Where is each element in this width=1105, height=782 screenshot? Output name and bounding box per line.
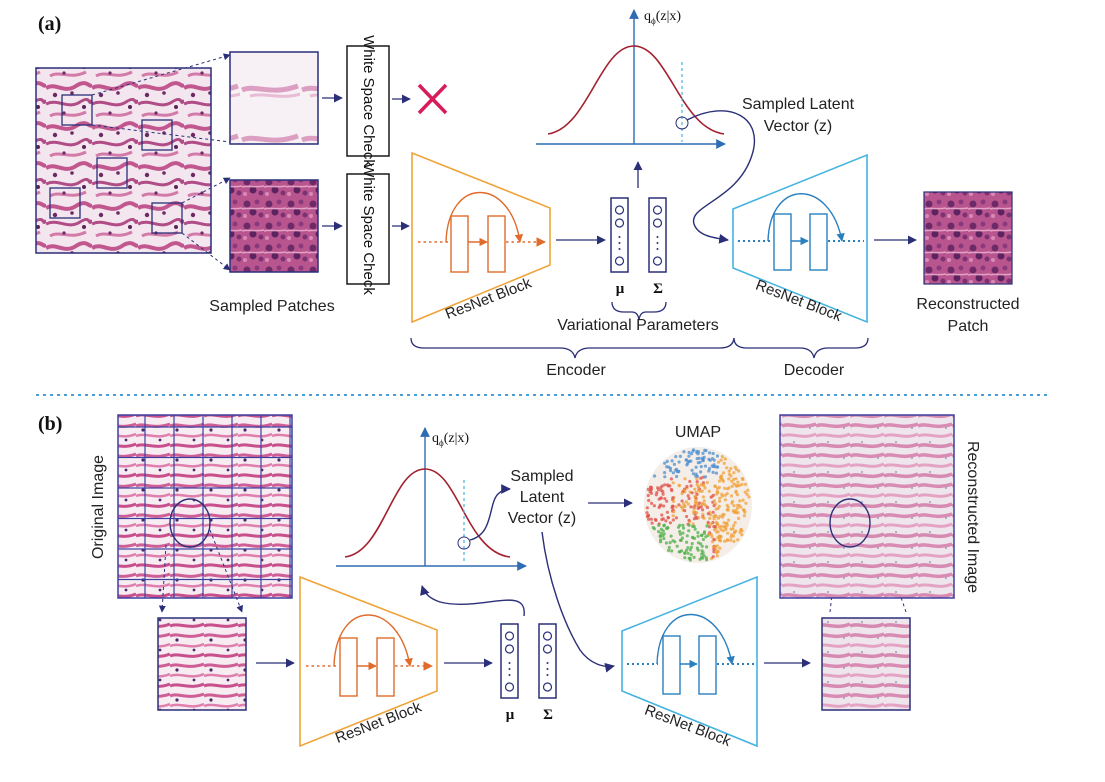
sampled-patch-whitespace (229, 51, 319, 145)
original-image-grid (117, 414, 293, 599)
sample-box (61, 94, 93, 126)
sampled-patch-tissue (229, 179, 319, 273)
sample-box (49, 187, 81, 219)
sigma-vector (648, 197, 667, 273)
q-label: qϕ(z|x) (644, 9, 681, 26)
encoder-resnet-block-b: ResNet Block (299, 575, 438, 748)
encoder-resnet-block: ResNet Block (411, 151, 551, 324)
sampled-latent-label-line1: Sampled Latent (742, 96, 855, 113)
mu-vector-b (500, 623, 519, 699)
reconstructed-patch-image (923, 191, 1013, 285)
decoder-resnet-block: ResNet Block (732, 153, 868, 325)
white-space-check-box-bottom (346, 173, 390, 285)
input-patch-image (157, 617, 247, 711)
sampled-latent-label-b-line1: Sampled (510, 468, 573, 485)
sampled-patches-label: Sampled Patches (209, 298, 334, 315)
sampled-latent-label-line2: Vector (z) (764, 118, 832, 135)
reconstructed-image-label: Reconstructed Image (964, 441, 981, 593)
mu-vector (610, 197, 629, 273)
white-space-check-label-bottom: White Space Check (360, 163, 377, 295)
reconstructed-patch-label-line2: Patch (948, 318, 989, 335)
posterior-distribution-plot-b: qϕ(z|x) (336, 427, 527, 571)
panel-a-label: (a) (38, 13, 61, 35)
panel-a: (a) Sampled Patches White Space Check Wh… (35, 9, 1020, 379)
variational-parameters-label: Variational Parameters (557, 317, 719, 334)
mu-label-b: μ (506, 707, 515, 723)
reconstructed-patch-label-line1: Reconstructed (916, 296, 1019, 313)
sample-box (96, 157, 128, 189)
umap-scatter-plot (644, 447, 752, 563)
original-image-label: Original Image (90, 455, 107, 559)
selected-region-marker (169, 498, 211, 548)
white-space-check-label-top: White Space Check (360, 35, 377, 167)
posterior-distribution-plot: qϕ(z|x) (536, 9, 726, 149)
encoder-label: Encoder (546, 362, 606, 379)
q-label-b: qϕ(z|x) (432, 431, 469, 448)
sampled-latent-label-b-line2: Latent (520, 489, 565, 506)
reconstructed-image-grid (779, 414, 955, 599)
panel-b: (b) Original Image ResNet Block (38, 413, 981, 750)
decoder-resnet-block-b: ResNet Block (621, 575, 758, 750)
panel-b-label: (b) (38, 413, 62, 435)
umap-label: UMAP (675, 424, 721, 441)
decoder-label: Decoder (784, 362, 845, 379)
white-space-check-box-top (346, 45, 390, 157)
x-mark-icon (417, 83, 448, 115)
reconstructed-patch-image-b (821, 617, 911, 711)
sample-point-marker-b (457, 536, 471, 550)
mu-label: μ (616, 281, 625, 297)
sampled-latent-label-b-line3: Vector (z) (508, 510, 576, 527)
sample-box (151, 202, 183, 234)
source-slide-image (35, 67, 212, 254)
sigma-label: Σ (653, 281, 663, 297)
reconstructed-region-marker (829, 498, 871, 548)
sigma-vector-b (538, 623, 557, 699)
sample-point-marker (675, 116, 689, 130)
sigma-label-b: Σ (543, 707, 553, 723)
